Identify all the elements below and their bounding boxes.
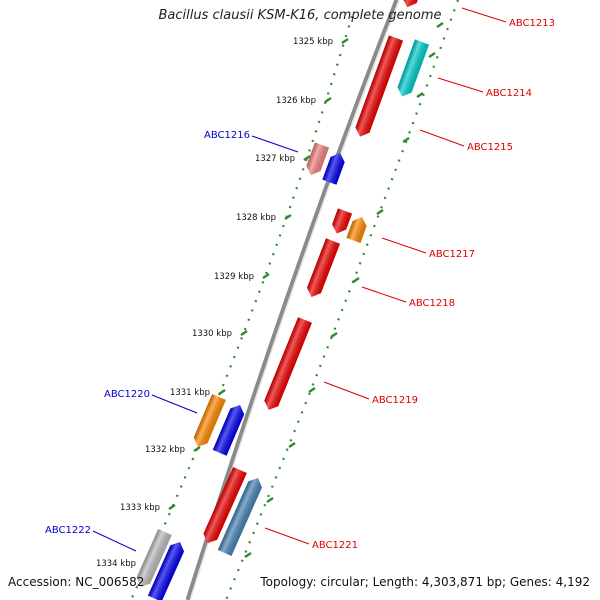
scale-tick-label: 1334 kbp bbox=[96, 559, 136, 569]
gene-label-leader bbox=[361, 286, 407, 303]
scale-tick-outer bbox=[402, 136, 410, 144]
gene-arrow[interactable] bbox=[330, 208, 353, 236]
gene-arrow-shading bbox=[306, 142, 330, 176]
gene-arrow-shading bbox=[212, 405, 245, 456]
gene-label[interactable]: ABC1213 bbox=[509, 18, 555, 29]
scale-tick bbox=[324, 96, 332, 104]
scale-tick-outer bbox=[416, 91, 424, 99]
scale-tick bbox=[284, 213, 292, 221]
gene-arrow[interactable] bbox=[346, 214, 369, 244]
gene-arrow-shading bbox=[355, 35, 404, 137]
scale-tick-outer bbox=[428, 51, 436, 59]
gene-arrow[interactable] bbox=[304, 142, 330, 177]
gene-arrow-shading bbox=[397, 39, 430, 97]
scale-tick-label: 1333 kbp bbox=[120, 503, 160, 513]
gene-arrow[interactable] bbox=[262, 317, 312, 413]
accession-text: Accession: NC_006582 bbox=[8, 575, 145, 589]
gene-arrow-shading bbox=[307, 238, 341, 298]
gene-label-leader bbox=[419, 129, 465, 147]
gene-arrow[interactable] bbox=[147, 539, 187, 600]
gene-arrow[interactable] bbox=[201, 466, 247, 546]
gene-label-leader bbox=[264, 527, 310, 545]
gene-label[interactable]: ABC1214 bbox=[486, 88, 532, 99]
gene-arrow[interactable] bbox=[134, 528, 172, 590]
scale-tick-outer bbox=[308, 386, 316, 394]
scale-tick-outer bbox=[376, 208, 384, 216]
genome-title: Bacillus clausii KSM-K16, complete genom… bbox=[158, 8, 442, 23]
gene-label-leader bbox=[461, 7, 507, 23]
scale-tick-label: 1329 kbp bbox=[214, 272, 254, 282]
scale-tick-label: 1327 kbp bbox=[255, 154, 295, 164]
gene-label-leader bbox=[151, 394, 198, 414]
gene-arrow[interactable] bbox=[322, 150, 347, 185]
gene-arrow-shading bbox=[322, 153, 345, 185]
scale-tick-label: 1332 kbp bbox=[145, 445, 185, 455]
scale-tick bbox=[193, 445, 201, 453]
gene-arrow-shading bbox=[402, 0, 420, 8]
scale-tick bbox=[218, 388, 226, 396]
gene-label[interactable]: ABC1216 bbox=[204, 130, 250, 141]
scale-tick-outer bbox=[244, 551, 252, 559]
scale-tick-outer bbox=[352, 276, 360, 284]
gene-arrow-shading bbox=[346, 217, 367, 244]
gene-arrow-shading bbox=[217, 478, 263, 556]
scale-tick bbox=[341, 37, 349, 45]
scale-tick-outer bbox=[266, 496, 274, 504]
scale-tick-outer bbox=[436, 21, 444, 29]
gene-label[interactable]: ABC1221 bbox=[312, 540, 358, 551]
gene-label[interactable]: ABC1219 bbox=[372, 395, 418, 406]
gene-arrow-shading bbox=[136, 528, 172, 587]
gene-arrow[interactable] bbox=[191, 394, 226, 450]
scale-tick-outer bbox=[330, 331, 338, 339]
scale-tick-label: 1331 kbp bbox=[170, 388, 210, 398]
scale-tick bbox=[240, 329, 248, 337]
gene-label-leader bbox=[92, 530, 137, 552]
gene-label[interactable]: ABC1222 bbox=[45, 525, 91, 536]
gene-label[interactable]: ABC1218 bbox=[409, 298, 455, 309]
gene-label-leader bbox=[323, 381, 370, 400]
gene-arrow[interactable] bbox=[217, 475, 265, 556]
gene-label-leader bbox=[437, 77, 484, 93]
gene-arrow[interactable] bbox=[304, 238, 341, 299]
gene-arrow-shading bbox=[203, 466, 247, 544]
scale-tick bbox=[303, 154, 311, 162]
gene-label[interactable]: ABC1217 bbox=[429, 249, 475, 260]
scale-tick bbox=[168, 503, 176, 511]
gene-arrow-shading bbox=[147, 542, 185, 600]
gene-arrow[interactable] bbox=[353, 35, 404, 139]
scale-tick-outer bbox=[288, 441, 296, 449]
scale-tick-label: 1328 kbp bbox=[236, 213, 276, 223]
gene-label[interactable]: ABC1215 bbox=[467, 142, 513, 153]
gene-arrow-shading bbox=[264, 317, 312, 410]
genome-info-text: Topology: circular; Length: 4,303,871 bp… bbox=[260, 575, 590, 589]
gene-arrow[interactable] bbox=[400, 0, 420, 10]
scale-arc-outer bbox=[224, 0, 460, 600]
gene-label-leader bbox=[251, 135, 299, 153]
gene-arrow[interactable] bbox=[212, 402, 247, 456]
gene-arrow[interactable] bbox=[395, 39, 430, 99]
gene-label[interactable]: ABC1220 bbox=[104, 389, 150, 400]
scale-tick bbox=[262, 272, 270, 280]
gene-label-leader bbox=[381, 237, 427, 254]
scale-tick-label: 1325 kbp bbox=[293, 37, 333, 47]
scale-tick-label: 1330 kbp bbox=[192, 329, 232, 339]
scale-tick-label: 1326 kbp bbox=[276, 96, 316, 106]
gene-arrow-shading bbox=[332, 208, 353, 234]
gene-arrow-shading bbox=[193, 394, 226, 447]
